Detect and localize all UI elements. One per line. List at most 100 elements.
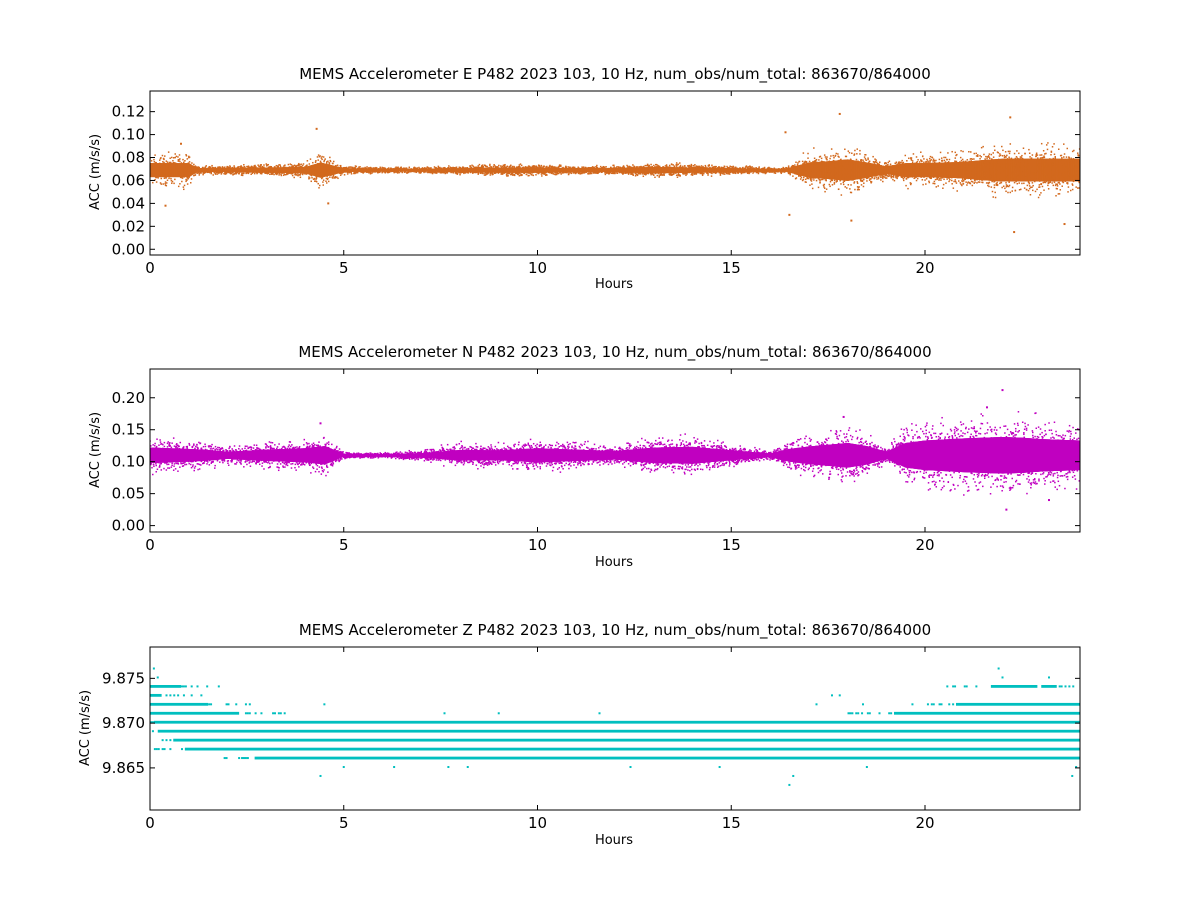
data-point [183,161,185,164]
data-point [588,171,590,173]
data-point [154,154,156,156]
data-point [270,165,273,168]
data-point [517,173,519,176]
data-point [560,165,562,168]
data-point [371,172,373,174]
data-point [339,172,342,175]
data-point [331,177,334,179]
data-point [462,171,465,174]
data-point [186,183,189,185]
data-point [329,176,331,178]
data-point [168,177,170,180]
data-point [198,172,201,175]
data-point [260,172,263,175]
data-point [310,180,312,183]
data-point [552,172,554,175]
data-point [237,166,240,169]
data-point [199,171,202,173]
data-point [422,167,424,170]
data-point [489,163,491,166]
data-point [188,155,190,158]
data-point [413,170,416,173]
data-point [327,160,329,162]
data-point [153,160,156,163]
data-point [227,166,229,168]
data-point [491,173,493,176]
data-point [276,172,279,174]
data-point [425,171,427,173]
data-point [382,167,385,169]
data-point [306,164,308,166]
data-point [459,173,461,176]
data-point [471,164,473,167]
data-point [162,183,164,185]
data-point [369,166,372,169]
data-point [334,177,336,179]
data-point [384,167,387,170]
data-point [475,166,478,169]
data-point [318,155,321,158]
data-point [501,165,504,168]
data-point [491,172,494,175]
data-point [212,167,214,169]
data-point [459,172,462,174]
data-point [599,165,602,168]
data-point [535,166,538,168]
data-point [555,173,558,176]
data-point [258,165,260,168]
data-point [489,172,492,175]
data-point [454,167,456,169]
data-point [529,172,532,175]
data-point [208,167,211,169]
data-point [333,177,335,179]
data-point [604,172,606,174]
data-point [172,161,175,164]
data-point [355,165,357,168]
data-point [259,172,262,175]
data-point [255,166,257,168]
data-point [300,173,302,175]
data-point [330,174,332,176]
data-point [404,171,407,173]
data-point [172,157,175,159]
data-point [506,172,508,175]
data-point [224,166,226,168]
data-point [418,166,420,169]
data-point [424,167,427,170]
data-point [289,163,292,165]
data-point [164,155,166,157]
data-point [188,156,191,158]
data-point [497,166,499,168]
data-point [219,166,221,168]
data-point [537,164,540,166]
data-point [526,171,529,174]
data-point [260,164,263,166]
data-point [327,180,330,183]
data-point [589,167,591,169]
data-point [573,172,575,174]
data-point [350,171,352,174]
data-point [225,172,228,175]
data-point [396,172,399,174]
data-point [170,177,172,180]
data-point [186,158,188,160]
data-point [502,164,505,167]
data-point [530,174,533,176]
data-point [629,166,631,168]
data-point [324,158,326,160]
data-point [337,177,339,180]
data-point [405,167,408,169]
data-point [551,166,554,168]
data-point [542,166,544,168]
data-point [210,172,213,175]
data-point [300,165,302,168]
data-point [604,173,607,176]
data-point [332,173,335,176]
data-point [181,176,183,179]
data-point [282,174,285,177]
data-point [217,171,219,174]
data-point [555,171,558,174]
data-point [416,167,419,169]
data-point [298,165,300,167]
data-point [404,167,406,169]
